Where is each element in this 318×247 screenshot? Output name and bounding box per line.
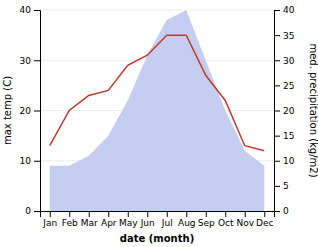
tick: 15 [274,131,294,141]
tick-mark [274,136,280,137]
tick-mark [34,111,40,112]
tick-mark [34,60,40,61]
tick-label: Aug [178,218,196,228]
tick-label: 20 [283,106,295,116]
tick-label: 40 [20,5,32,15]
tick: Aug [178,211,196,228]
y2-axis-title: med. precipitation (kg/m2) [308,43,318,177]
tick: 30 [274,56,295,66]
tick: Dec [256,211,273,228]
tick-label: 30 [283,56,295,66]
axis-line [275,11,281,212]
tick-mark [186,211,187,217]
tick: 10 [20,156,40,166]
tick-label: 10 [283,156,295,166]
tick-label: 35 [283,31,294,41]
tick-mark [206,211,207,217]
tick-label: 5 [283,181,289,191]
tick-mark [34,211,40,212]
tick: 0 [274,206,289,216]
area [50,10,265,211]
y-axis-title: max temp (C) [2,76,13,145]
x-axis: Jan FebMarAprMayJun Jul AugSepOctNovDec [41,211,275,228]
tick-mark [69,211,70,217]
x-axis-title: date (month) [120,233,194,244]
tick-mark [225,211,226,217]
tick-label: Nov [236,218,254,228]
tick-label: 30 [20,56,32,66]
tick: Oct [218,211,234,228]
tick: May [119,211,138,228]
tick: Jun [140,211,155,228]
tick-label: May [119,218,138,228]
tick: 0 [25,206,40,216]
tick-label: 20 [20,106,32,116]
tick-mark [167,211,168,217]
tick: Feb [62,211,78,228]
y2-axis: 0 5 10 15 20 25 30 35 40 [274,5,295,216]
y-axis: 0 10 20 30 40 [20,5,41,216]
tick-label: 40 [283,5,295,15]
tick-label: 0 [25,206,31,216]
tick: 10 [274,156,295,166]
tick-label: Jun [140,218,155,228]
tick-mark [274,186,280,187]
plot: Jan FebMarAprMayJun Jul AugSepOctNovDec 0 10 2… [20,5,295,228]
tick: 20 [274,106,295,116]
tick: 35 [274,31,294,41]
tick-mark [245,211,246,217]
tick-label: Mar [81,218,98,228]
tick-label: 25 [283,81,294,91]
tick-mark [50,211,51,217]
tick-mark [128,211,129,217]
tick: 5 [274,181,289,191]
tick-mark [34,10,40,11]
tick-mark [108,211,109,217]
tick-mark [274,10,280,11]
tick: Jul [161,211,173,228]
tick-mark [274,161,280,162]
tick: 25 [274,81,294,91]
tick-mark [264,211,265,217]
axis-line [41,212,275,218]
grid-line [40,10,274,11]
tick-label: Feb [62,218,78,228]
tick: Apr [101,211,117,228]
tick: Mar [81,211,98,228]
tick: Jan [42,211,57,228]
chart: Jan FebMarAprMayJun Jul AugSepOctNovDec 0 10 2… [0,0,318,247]
tick-mark [274,85,280,86]
tick-label: Apr [101,218,117,228]
tick-mark [274,35,280,36]
tick: 40 [20,5,40,15]
tick-mark [34,161,40,162]
tick-mark [274,211,280,212]
tick-label: 15 [283,131,294,141]
tick-mark [274,111,280,112]
tick-label: Jul [161,218,173,228]
axis-line [34,11,41,212]
tick: 20 [20,106,40,116]
tick-label: Oct [218,218,234,228]
tick-label: 0 [283,206,289,216]
tick: 40 [274,5,295,15]
line [50,35,265,151]
tick-mark [89,211,90,217]
marks [50,10,265,211]
tick-mark [147,211,148,217]
tick-label: Jan [42,218,57,228]
tick: Nov [236,211,254,228]
tick: Sep [198,211,215,228]
grid [40,10,274,211]
tick-label: 10 [20,156,32,166]
tick: 30 [20,56,40,66]
tick-label: Sep [198,218,215,228]
tick-mark [274,60,280,61]
tick-label: Dec [256,218,273,228]
